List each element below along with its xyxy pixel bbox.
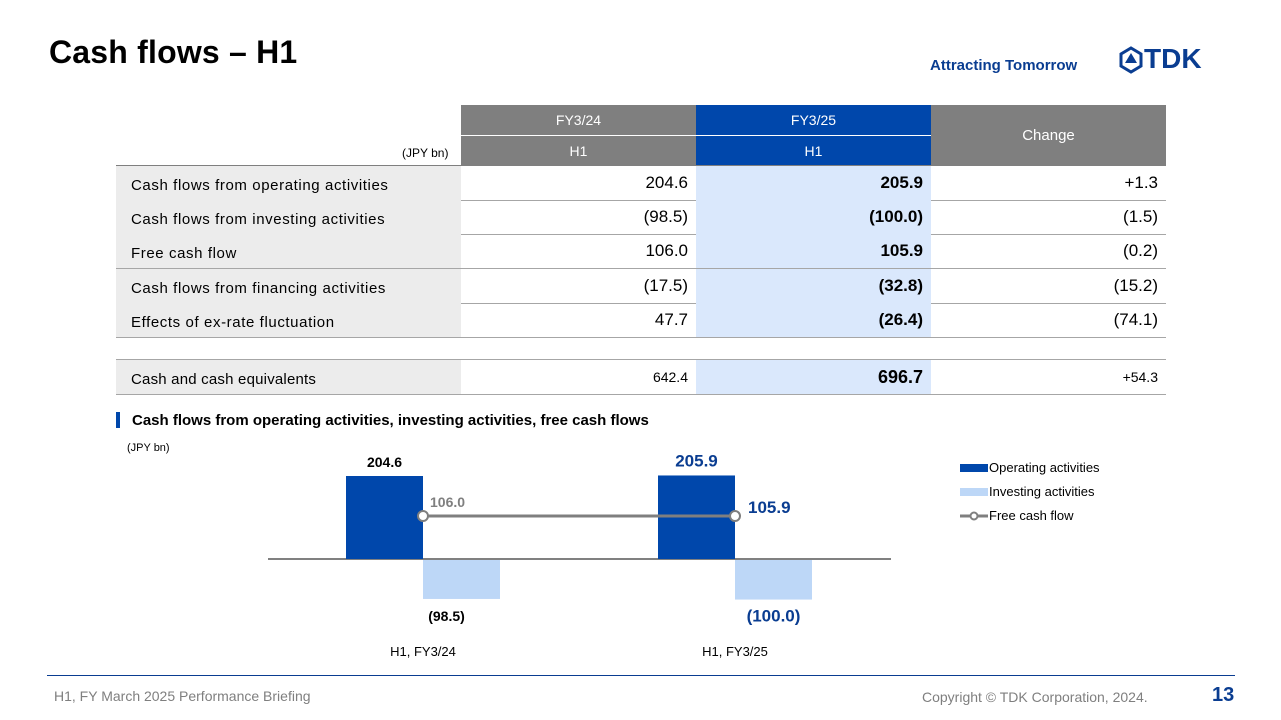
table-unit: (JPY bn) [402, 146, 449, 160]
col-header-fy325: FY3/25 [696, 105, 931, 135]
table-row: Cash flows from operating activities 204… [116, 166, 1166, 201]
legend-swatch-operating [960, 463, 988, 472]
value-fy324: 106.0 [645, 241, 688, 260]
row-label: Cash and cash equivalents [116, 360, 461, 394]
legend-item-fcf: Free cash flow [960, 508, 1074, 523]
col-header-fy325-period: H1 [696, 136, 931, 165]
table-row: Effects of ex-rate fluctuation 47.7 (26.… [116, 303, 1166, 338]
table-top-rule [116, 165, 1166, 166]
table-row: Free cash flow 106.0 105.9 (0.2) [116, 234, 1166, 269]
value-fy325: 696.7 [696, 360, 931, 394]
value-change: (15.2) [1113, 276, 1158, 295]
data-label-operating: 204.6 [367, 454, 402, 470]
cash-row-top-rule [116, 359, 1166, 360]
value-fy325: 205.9 [696, 166, 931, 200]
value-change: (1.5) [1123, 207, 1158, 226]
col-header-change: Change [931, 105, 1166, 165]
value-change: +54.3 [1122, 369, 1158, 385]
table-row-cash: Cash and cash equivalents 642.4 696.7 +5… [116, 360, 1166, 395]
fcf-point [417, 509, 429, 522]
row-label: Cash flows from investing activities [116, 200, 461, 234]
data-label-investing: (100.0) [747, 607, 801, 626]
table-row: Cash flows from financing activities (17… [116, 269, 1166, 304]
category-label: H1, FY3/25 [702, 644, 768, 659]
legend-label: Operating activities [989, 460, 1100, 475]
row-label: Cash flows from financing activities [116, 269, 461, 303]
value-fy324: 47.7 [654, 310, 688, 329]
logo-text: TDK [1144, 43, 1202, 74]
data-label-fcf: 105.9 [748, 498, 791, 517]
value-fy325: 105.9 [696, 234, 931, 268]
legend-label: Free cash flow [989, 508, 1074, 523]
value-fy325: (100.0) [696, 200, 931, 234]
legend-item-investing: Investing activities [960, 484, 1095, 499]
legend-item-operating: Operating activities [960, 460, 1100, 475]
legend-label: Investing activities [989, 484, 1095, 499]
section-marker [116, 412, 120, 428]
tdk-logo: TDK [1118, 43, 1234, 74]
bar-investing [735, 560, 812, 600]
footer-presentation-name: H1, FY March 2025 Performance Briefing [54, 688, 311, 704]
fcf-point [729, 510, 741, 523]
row-label: Free cash flow [116, 234, 461, 268]
page-number: 13 [1212, 684, 1235, 706]
chart-unit: (JPY bn) [127, 442, 170, 454]
page-title: Cash flows – H1 [49, 34, 298, 70]
value-change: +1.3 [1124, 173, 1158, 192]
data-label-fcf: 106.0 [430, 494, 465, 510]
data-label-operating: 205.9 [675, 451, 718, 470]
bar-operating [346, 476, 423, 559]
table-row: Cash flows from investing activities (98… [116, 200, 1166, 235]
data-label-investing: (98.5) [428, 608, 465, 624]
bar-investing [423, 560, 500, 599]
brand-tagline: Attracting Tomorrow [930, 57, 1078, 74]
legend-swatch-investing [960, 487, 988, 496]
col-header-fy324-period: H1 [461, 136, 696, 165]
value-change: (0.2) [1123, 241, 1158, 260]
value-change: (74.1) [1113, 310, 1158, 329]
row-label: Cash flows from operating activities [116, 166, 461, 200]
col-header-fy324: FY3/24 [461, 105, 696, 135]
value-fy325: (32.8) [696, 269, 931, 303]
legend-swatch-fcf [960, 511, 988, 520]
value-fy324: 642.4 [652, 369, 688, 385]
footer-rule [47, 675, 1235, 676]
value-fy324: (98.5) [643, 207, 688, 226]
category-label: H1, FY3/24 [390, 644, 456, 659]
value-fy324: (17.5) [643, 276, 688, 295]
value-fy325: (26.4) [696, 303, 931, 337]
row-label: Effects of ex-rate fluctuation [116, 303, 461, 337]
footer-copyright: Copyright © TDK Corporation, 2024. [922, 689, 1148, 705]
value-fy324: 204.6 [645, 173, 688, 192]
tdk-logo-icon [1119, 46, 1143, 74]
chart-section-title: Cash flows from operating activities, in… [132, 412, 649, 429]
